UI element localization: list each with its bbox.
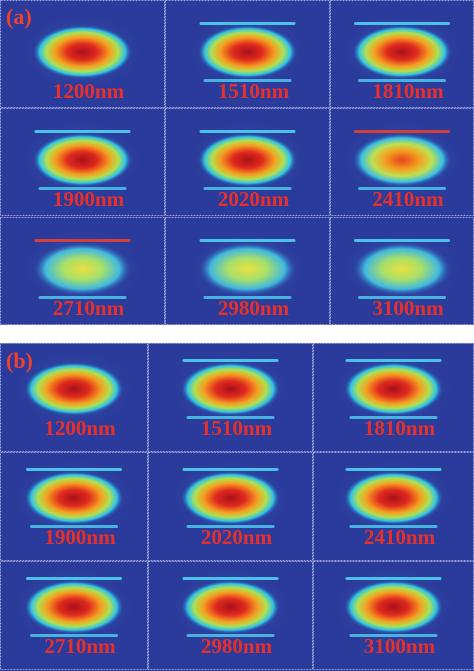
mode-profile xyxy=(343,471,444,525)
wavelength-label: 2020nm xyxy=(218,187,290,211)
mode-side-lobe xyxy=(26,468,122,471)
mode-profile xyxy=(343,580,444,634)
mode-profile xyxy=(352,242,452,296)
wavelength-label: 1200nm xyxy=(44,416,116,440)
mode-profile xyxy=(32,133,133,187)
cell-border xyxy=(165,217,330,325)
mode-profile xyxy=(24,471,124,525)
mode-side-lobe xyxy=(203,187,292,190)
mode-side-lobe xyxy=(186,634,275,637)
mode-side-lobe xyxy=(354,130,450,133)
mode-profile xyxy=(180,580,281,634)
mode-side-lobe xyxy=(349,416,438,419)
wavelength-label: 1510nm xyxy=(218,79,290,103)
mode-side-lobe xyxy=(30,525,118,528)
cell-border xyxy=(0,217,165,325)
mode-profile xyxy=(352,133,452,187)
mode-side-lobe xyxy=(345,359,442,362)
mode-profile xyxy=(343,362,444,416)
mode-profile xyxy=(352,25,452,79)
cell-border xyxy=(148,343,313,452)
cell-border xyxy=(0,561,148,670)
mode-side-lobe xyxy=(199,130,296,133)
wavelength-label: 2710nm xyxy=(44,634,116,658)
cell-border xyxy=(148,452,313,561)
mode-side-lobe xyxy=(182,577,279,580)
cell-border xyxy=(165,0,330,108)
mode-side-lobe xyxy=(203,79,292,82)
cell-border xyxy=(0,0,165,108)
wavelength-label: 2410nm xyxy=(364,525,436,549)
mode-side-lobe xyxy=(349,525,438,528)
mode-side-lobe xyxy=(203,296,292,299)
mode-profile xyxy=(180,362,281,416)
wavelength-label: 2710nm xyxy=(53,296,125,320)
mode-profile xyxy=(180,471,281,525)
mode-side-lobe xyxy=(38,296,127,299)
mode-side-lobe xyxy=(349,634,438,637)
mode-side-lobe xyxy=(345,577,442,580)
mode-side-lobe xyxy=(345,468,442,471)
mode-side-lobe xyxy=(34,239,131,242)
mode-profile xyxy=(197,242,298,296)
mode-profile xyxy=(197,133,298,187)
mode-side-lobe xyxy=(182,359,279,362)
wavelength-label: 2980nm xyxy=(218,296,290,320)
mode-side-lobe xyxy=(186,416,275,419)
mode-side-lobe xyxy=(182,468,279,471)
mode-profile xyxy=(24,362,124,416)
panel-label: (a) xyxy=(6,4,32,29)
wavelength-label: 1810nm xyxy=(364,416,436,440)
wavelength-label: 3100nm xyxy=(364,634,436,658)
mode-side-lobe xyxy=(358,296,446,299)
mode-side-lobe xyxy=(38,187,127,190)
mode-profile xyxy=(32,242,133,296)
wavelength-label: 1510nm xyxy=(201,416,273,440)
cell-border xyxy=(0,108,165,216)
wavelength-label: 2410nm xyxy=(372,187,444,211)
mode-side-lobe xyxy=(354,239,450,242)
mode-side-lobe xyxy=(358,79,446,82)
cell-border xyxy=(165,108,330,216)
wavelength-label: 1200nm xyxy=(53,79,125,103)
mode-profile xyxy=(197,25,298,79)
mode-side-lobe xyxy=(358,187,446,190)
wavelength-label: 1900nm xyxy=(44,525,116,549)
mode-side-lobe xyxy=(199,22,296,25)
wavelength-label: 1900nm xyxy=(53,187,125,211)
wavelength-label: 3100nm xyxy=(372,296,444,320)
mode-side-lobe xyxy=(34,130,131,133)
mode-profile xyxy=(24,580,124,634)
mode-side-lobe xyxy=(30,634,118,637)
wavelength-label: 2020nm xyxy=(201,525,273,549)
mode-side-lobe xyxy=(26,577,122,580)
cell-border xyxy=(0,452,148,561)
mode-profile xyxy=(32,25,133,79)
mode-side-lobe xyxy=(354,22,450,25)
cell-border xyxy=(0,343,148,452)
wavelength-label: 2980nm xyxy=(201,634,273,658)
cell-border xyxy=(148,561,313,670)
mode-side-lobe xyxy=(186,525,275,528)
wavelength-label: 1810nm xyxy=(372,79,444,103)
mode-side-lobe xyxy=(199,239,296,242)
